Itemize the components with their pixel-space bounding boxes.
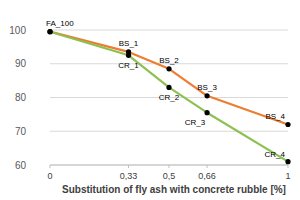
point-label: BS_4: [265, 112, 285, 121]
point-marker: [285, 122, 290, 127]
grid-line: [50, 131, 288, 132]
point-label: CR_3: [185, 118, 206, 127]
chart: 60 70 80 90 100 0 0,33 0,5 0,66 1 Substitution of …: [0, 0, 300, 200]
series-line: [50, 32, 288, 125]
x-tick-label: 0,66: [198, 171, 216, 181]
point-marker: [204, 110, 209, 115]
x-tick: [207, 165, 208, 168]
point-label: CR_2: [159, 93, 180, 102]
x-tick-label: 0,5: [163, 171, 176, 181]
x-axis-label: Substitution of fly ash with concrete ru…: [62, 184, 286, 195]
x-tick-label: 0: [47, 171, 52, 181]
x-tick-label: 0,33: [120, 171, 138, 181]
series-line: [50, 32, 288, 162]
point-label: CR_4: [265, 150, 286, 159]
plot-area: [47, 29, 290, 164]
point-marker: [47, 29, 52, 34]
point-label: FA_100: [46, 19, 74, 28]
x-tick: [128, 165, 129, 168]
x-tick: [169, 165, 170, 168]
y-tick-label: 100: [9, 25, 26, 36]
point-label: BS_2: [159, 56, 179, 65]
grid-line: [50, 30, 288, 31]
point-marker: [166, 85, 171, 90]
point-marker: [285, 159, 290, 164]
y-tick-label: 80: [15, 92, 27, 103]
point-label: BS_3: [197, 83, 217, 92]
x-tick: [288, 165, 289, 168]
x-tick: [50, 165, 51, 168]
point-marker: [126, 53, 131, 58]
y-tick-label: 90: [15, 58, 27, 69]
point-marker: [166, 66, 171, 71]
point-label: CR_1: [118, 61, 139, 70]
point-marker: [204, 93, 209, 98]
point-marker: [47, 29, 52, 34]
y-tick-label: 60: [15, 160, 27, 171]
y-tick-label: 70: [15, 126, 27, 137]
point-label: BS_1: [119, 39, 139, 48]
x-tick-label: 1: [285, 171, 290, 181]
